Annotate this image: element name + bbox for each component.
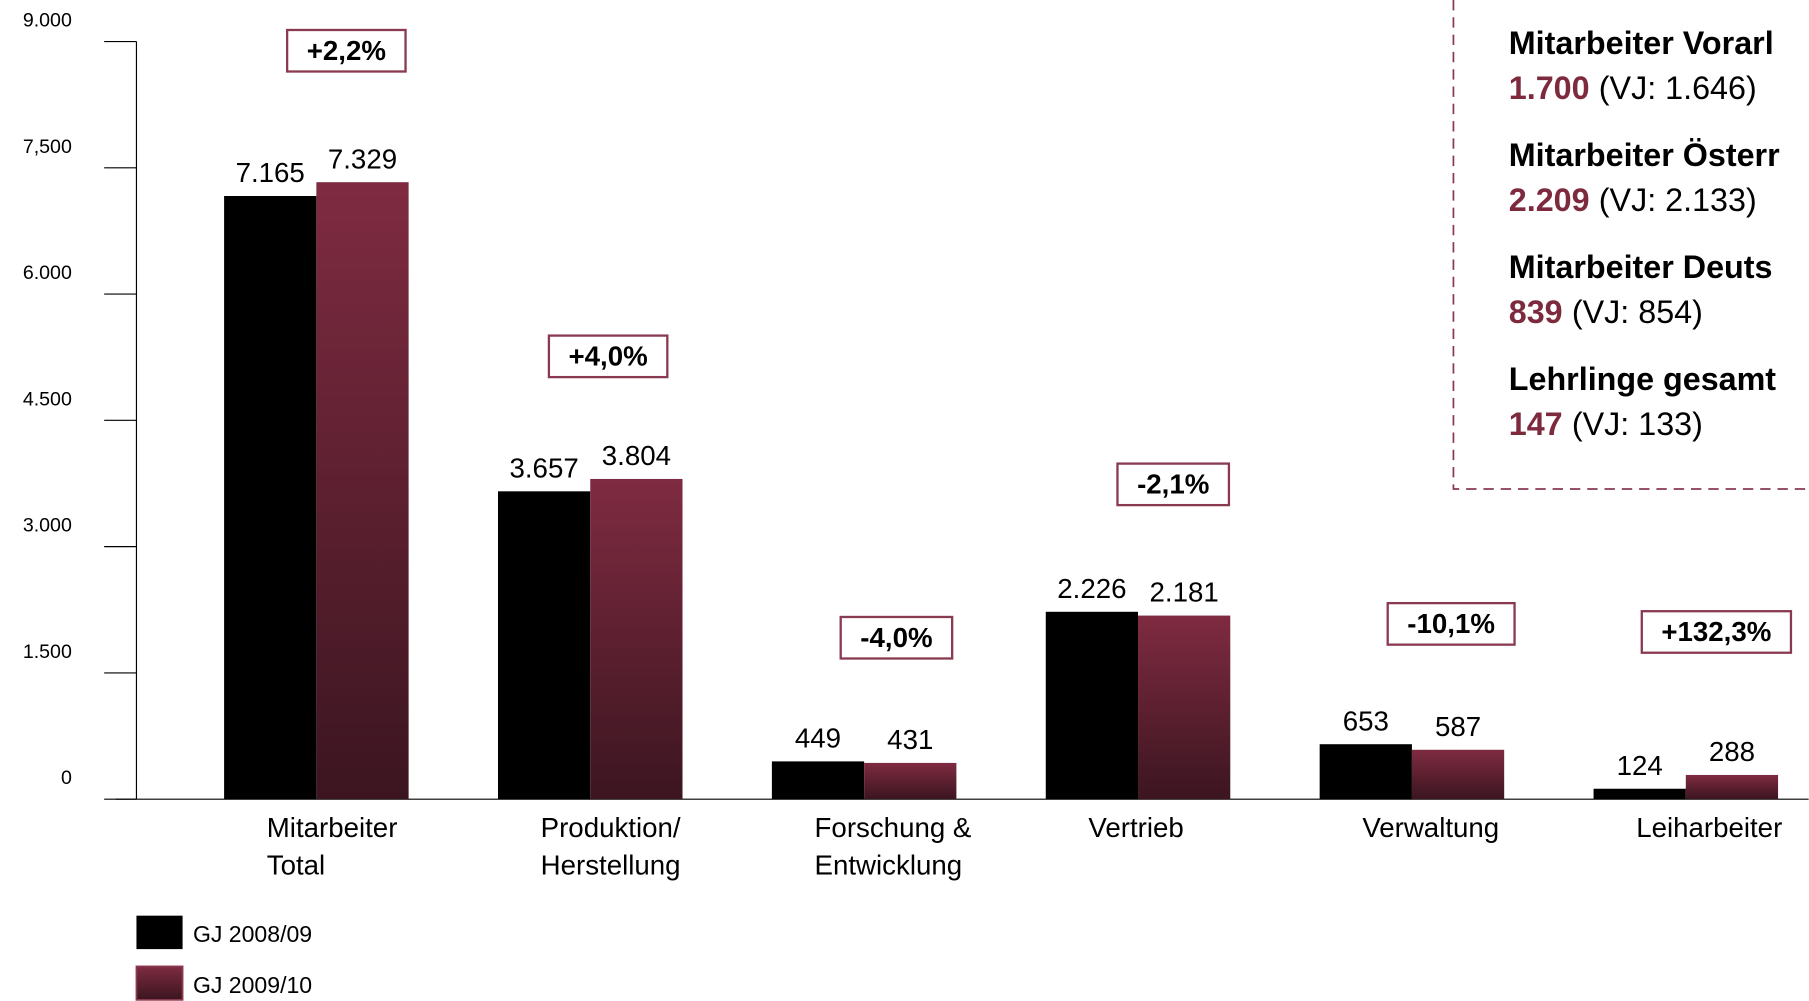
annotation-box <box>1640 610 1793 654</box>
value-label: 7.329 <box>328 143 397 174</box>
x-tick-label: Vertrieb <box>1088 812 1183 843</box>
annotation: -10,1% <box>1407 608 1495 639</box>
annotation: +2,2% <box>307 35 386 66</box>
info-previous: (VJ: 133) <box>1572 406 1703 442</box>
y-tick-label: 6.000 <box>23 262 72 284</box>
bar <box>590 478 683 800</box>
x-tick-label: Leiharbeiter <box>1636 812 1782 843</box>
annotation: +4,0% <box>569 341 648 372</box>
info-previous: (VJ: 2.133) <box>1599 182 1757 218</box>
annotation-box <box>1116 462 1231 507</box>
info-value: 147 <box>1509 406 1563 442</box>
legend-label: GJ 2008/09 <box>193 921 312 947</box>
info-line: 2.209 (VJ: 2.133) <box>1509 182 1757 218</box>
value-label: 2.226 <box>1057 573 1126 604</box>
x-tick-label: Mitarbeiter Total <box>267 812 398 880</box>
legend-swatch <box>136 915 183 950</box>
x-tick-label: Produktion/Herstellung <box>541 812 681 880</box>
annotation-box <box>839 615 954 660</box>
info-previous: (VJ: 1.646) <box>1599 70 1757 106</box>
value-label: 449 <box>795 723 841 754</box>
info-line: 147 (VJ: 133) <box>1509 406 1703 442</box>
y-tick-label: 3.000 <box>23 515 72 537</box>
info-previous: (VJ: 854) <box>1572 294 1703 330</box>
info-value: 1.700 <box>1509 70 1590 106</box>
annotation-box <box>285 28 407 73</box>
value-label: 653 <box>1343 705 1389 736</box>
annotation-box <box>547 334 669 379</box>
info-box-border <box>1452 0 1809 490</box>
bar <box>1685 774 1779 800</box>
value-label: 124 <box>1617 750 1663 781</box>
legend-swatch <box>135 965 184 1001</box>
info-heading: Lehrlinge gesamt <box>1509 361 1777 397</box>
info-line: 839 (VJ: 854) <box>1509 294 1703 330</box>
info-heading: Mitarbeiter Vorarl <box>1509 25 1774 61</box>
info-heading: Mitarbeiter Österr <box>1509 137 1780 173</box>
bar <box>771 761 865 800</box>
annotation: +132,3% <box>1661 616 1771 647</box>
info-value: 839 <box>1509 294 1563 330</box>
bar <box>224 195 317 800</box>
value-label: 7.165 <box>236 157 305 188</box>
y-tick-label: 0 <box>61 767 72 789</box>
bar <box>316 182 409 800</box>
value-label: 3.804 <box>602 440 671 471</box>
value-label: 431 <box>887 724 933 755</box>
y-tick-label: 7,500 <box>23 136 72 158</box>
bar <box>1593 788 1686 800</box>
x-tick-label: Forschung & Entwicklung <box>815 812 972 880</box>
annotation-box <box>1386 601 1516 646</box>
value-label: 288 <box>1709 736 1755 767</box>
y-tick-label: 1.500 <box>23 641 72 663</box>
y-tick-label: 4.500 <box>23 388 72 410</box>
y-tick-label: 9.000 <box>23 10 72 32</box>
legend-label: GJ 2009/10 <box>193 972 312 998</box>
info-value: 2.209 <box>1509 182 1590 218</box>
info-heading: Mitarbeiter Deuts <box>1509 249 1773 285</box>
bar <box>1045 611 1139 800</box>
bar <box>1411 749 1505 800</box>
info-line: 1.700 (VJ: 1.646) <box>1509 70 1757 106</box>
value-label: 3.657 <box>510 452 579 483</box>
annotation: -2,1% <box>1137 469 1209 500</box>
bar <box>1138 615 1231 800</box>
annotation: -4,0% <box>860 622 932 653</box>
bar <box>497 491 591 800</box>
value-label: 587 <box>1435 711 1481 742</box>
bar <box>864 762 957 800</box>
bar <box>1319 744 1412 800</box>
value-label: 2.181 <box>1150 577 1219 608</box>
x-tick-label: Verwaltung <box>1362 812 1499 843</box>
